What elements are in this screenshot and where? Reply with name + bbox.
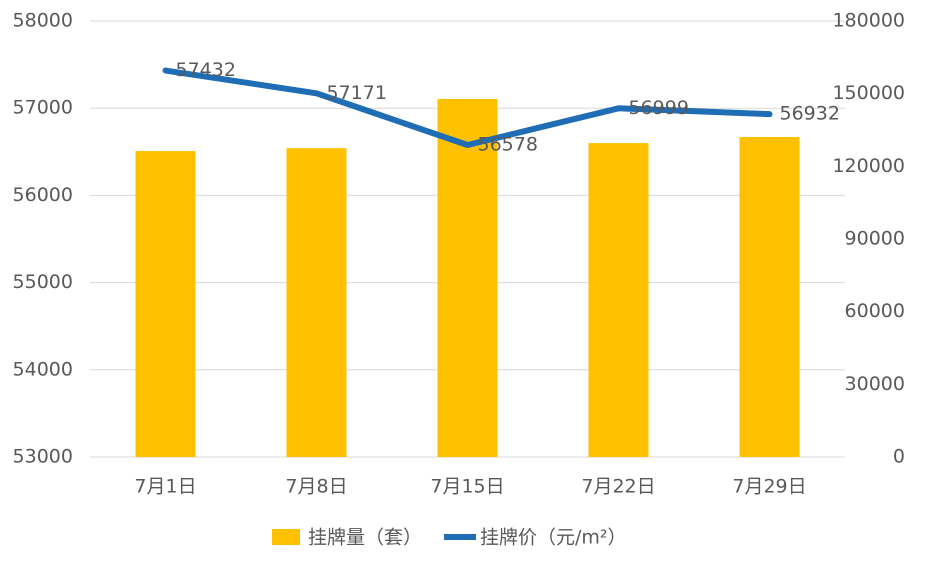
legend-swatch <box>272 529 300 545</box>
data-label: 56999 <box>629 97 689 119</box>
y2-tick-label: 120000 <box>832 155 905 177</box>
y-tick-label: 56000 <box>13 184 73 206</box>
y-tick-label: 54000 <box>13 358 73 380</box>
x-tick-label: 7月1日 <box>134 476 196 498</box>
y2-tick-label: 30000 <box>845 373 905 395</box>
y-tick-label: 53000 <box>13 446 73 468</box>
x-tick-label: 7月29日 <box>732 476 806 498</box>
y2-tick-label: 60000 <box>845 300 905 322</box>
bar <box>588 143 649 457</box>
bar <box>286 148 347 457</box>
legend-label: 挂牌量（套） <box>308 527 422 549</box>
y2-tick-label: 90000 <box>845 228 905 250</box>
y2-tick-label: 0 <box>893 446 905 468</box>
bar <box>739 137 800 457</box>
y-tick-label: 58000 <box>13 10 73 32</box>
y2-tick-label: 180000 <box>832 10 905 32</box>
x-tick-label: 7月8日 <box>285 476 347 498</box>
data-label: 56578 <box>478 133 538 155</box>
y2-tick-label: 150000 <box>832 82 905 104</box>
y-tick-label: 55000 <box>13 271 73 293</box>
legend-label: 挂牌价（元/m²） <box>480 527 627 549</box>
y-tick-label: 57000 <box>13 97 73 119</box>
line <box>162 67 773 148</box>
data-label: 57432 <box>176 59 236 81</box>
bar <box>135 151 196 457</box>
x-tick-label: 7月22日 <box>581 476 655 498</box>
data-label: 56932 <box>780 103 840 125</box>
x-tick-label: 7月15日 <box>430 476 504 498</box>
data-label: 57171 <box>327 82 387 104</box>
bar <box>437 98 498 458</box>
